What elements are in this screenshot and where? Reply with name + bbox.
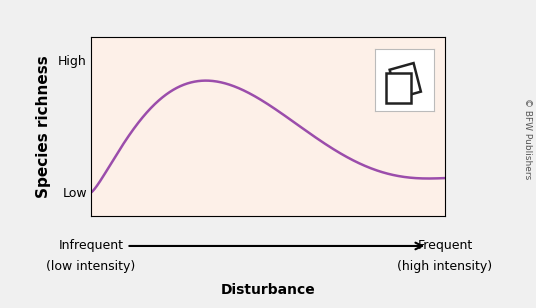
Text: Frequent: Frequent	[417, 239, 473, 252]
Text: Disturbance: Disturbance	[221, 283, 315, 298]
Text: Infrequent: Infrequent	[58, 239, 124, 252]
Text: © BFW Publishers: © BFW Publishers	[524, 98, 532, 179]
Y-axis label: Species richness: Species richness	[36, 55, 51, 198]
FancyBboxPatch shape	[386, 73, 411, 103]
FancyBboxPatch shape	[390, 63, 421, 98]
Text: (low intensity): (low intensity)	[47, 260, 136, 273]
Text: (high intensity): (high intensity)	[397, 260, 493, 273]
